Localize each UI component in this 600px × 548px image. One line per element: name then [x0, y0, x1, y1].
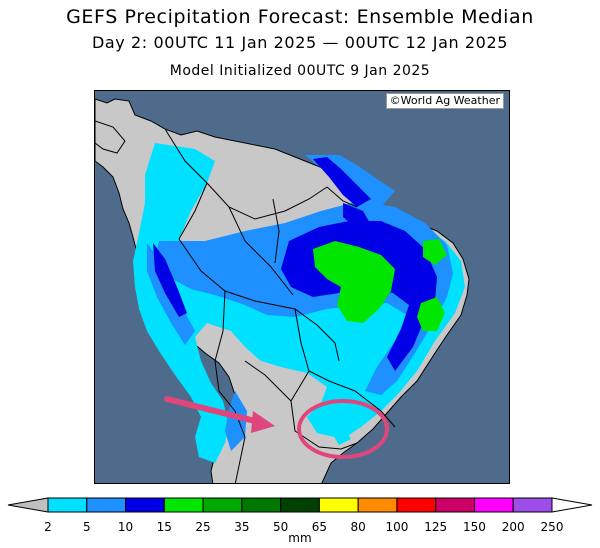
colorbar-unit: mm	[288, 531, 312, 545]
colorbar-swatch-80	[357, 497, 398, 513]
colorbar-tick-label: 125	[424, 520, 448, 534]
colorbar-tick-label: 80	[350, 520, 366, 534]
colorbar-swatch-100	[396, 497, 437, 513]
model-init-time: Model Initialized 00UTC 9 Jan 2025	[169, 63, 431, 79]
colorbar-swatch-5	[86, 497, 127, 513]
highlight-circle	[297, 399, 389, 459]
colorbar-tick-label: 15	[156, 520, 172, 534]
map-credit: ©World Ag Weather	[385, 93, 504, 109]
colorbar-tick-label: 35	[234, 520, 250, 534]
colorbar-swatch-125	[435, 497, 475, 513]
precip-shading	[133, 143, 465, 463]
colorbar-tick-label: 65	[311, 520, 328, 534]
country-borders	[164, 128, 396, 483]
colorbar-swatch-10	[125, 497, 165, 513]
colorbar-above-arrow	[551, 497, 593, 513]
colorbar-tick-label: 50	[272, 520, 289, 534]
colorbar-tick-label: 25	[195, 520, 211, 534]
colorbar-swatch-65	[318, 497, 359, 513]
precip-colorbar	[7, 497, 593, 513]
colorbar-tick-label: 10	[117, 520, 134, 534]
colorbar-tick-label: 200	[501, 520, 525, 534]
colorbar-swatch-150	[473, 497, 514, 513]
colorbar-tick-label: 2	[44, 520, 52, 534]
colorbar-tick-label: 150	[463, 520, 486, 534]
colorbar-swatch-50	[280, 497, 320, 513]
colorbar-swatch-15	[163, 497, 204, 513]
map-canvas	[95, 91, 509, 483]
annotation-arrow	[164, 396, 275, 433]
central-america-land	[95, 120, 126, 154]
colorbar-swatch-200	[512, 497, 553, 513]
precipitation-map: ©World Ag Weather	[94, 90, 510, 484]
chart-title: GEFS Precipitation Forecast: Ensemble Me…	[66, 6, 534, 28]
colorbar-below-arrow	[7, 497, 49, 513]
forecast-period: Day 2: 00UTC 11 Jan 2025 — 00UTC 12 Jan …	[91, 33, 509, 52]
colorbar-swatch-25	[202, 497, 243, 513]
colorbar-tick-label: 250	[540, 520, 564, 534]
colorbar-tick-label: 100	[385, 520, 409, 534]
colorbar-tick-label: 5	[82, 520, 91, 534]
colorbar-swatch-35	[241, 497, 282, 513]
colorbar-swatch-2	[47, 497, 88, 513]
